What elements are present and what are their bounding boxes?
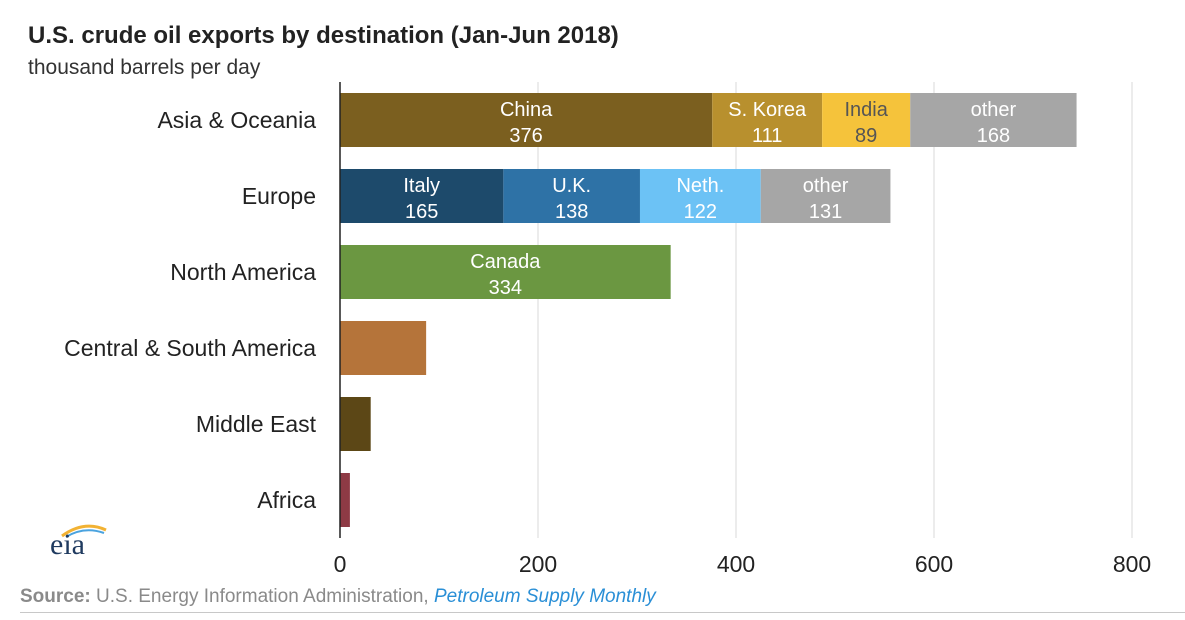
x-tick-label: 0 [334, 551, 347, 577]
segment-name-label: China [500, 99, 553, 121]
eia-logo: eia [50, 528, 85, 561]
x-tick-label: 400 [717, 551, 755, 577]
segment-value-label: 122 [684, 201, 717, 223]
x-tick-label: 600 [915, 551, 953, 577]
source-divider [20, 612, 1185, 613]
segment-value-label: 376 [509, 125, 542, 147]
chart-subtitle: thousand barrels per day [28, 56, 261, 79]
segment-name-label: Neth. [676, 175, 724, 197]
source-publication-link[interactable]: Petroleum Supply Monthly [433, 586, 656, 607]
segment-name-label: India [844, 99, 888, 121]
segment-value-label: 138 [555, 201, 588, 223]
source-label: Source: [20, 586, 91, 607]
segment-name-label: U.K. [552, 175, 591, 197]
source-text: U.S. Energy Information Administration, [90, 586, 434, 607]
category-label: Asia & Oceania [157, 107, 316, 133]
category-label: Africa [257, 487, 316, 513]
segment-name-label: Canada [470, 251, 541, 273]
bar-segment[interactable] [340, 473, 350, 527]
bar-segment[interactable] [340, 169, 504, 223]
eia-logo-arc [61, 524, 107, 538]
bar-segment[interactable] [340, 397, 371, 451]
chart-title: U.S. crude oil exports by destination (J… [28, 22, 619, 49]
segment-name-label: other [803, 175, 849, 197]
segment-value-label: 168 [977, 125, 1010, 147]
category-label: Europe [242, 183, 316, 209]
source-note: Source: U.S. Energy Information Administ… [20, 586, 656, 608]
segment-value-label: 111 [752, 125, 782, 147]
bar-segment[interactable] [340, 245, 671, 299]
segment-value-label: 131 [809, 201, 842, 223]
segment-value-label: 89 [855, 125, 877, 147]
x-tick-label: 200 [519, 551, 557, 577]
bar-segment[interactable] [340, 93, 713, 147]
category-label: Middle East [196, 411, 317, 437]
segment-value-label: 165 [405, 201, 438, 223]
category-label: Central & South America [64, 335, 316, 361]
x-tick-label: 800 [1113, 551, 1151, 577]
bar-segment[interactable] [910, 93, 1077, 147]
segment-name-label: Italy [403, 175, 440, 197]
bar-segment[interactable] [760, 169, 891, 223]
segment-value-label: 334 [489, 277, 522, 299]
category-label: North America [170, 259, 316, 285]
bar-segment[interactable] [340, 321, 427, 375]
segment-name-label: S. Korea [728, 99, 807, 121]
bar-segment[interactable] [822, 93, 911, 147]
bar-segment[interactable] [503, 169, 640, 223]
segment-name-label: other [971, 99, 1017, 121]
bar-segment[interactable] [712, 93, 823, 147]
bar-segment[interactable] [639, 169, 761, 223]
